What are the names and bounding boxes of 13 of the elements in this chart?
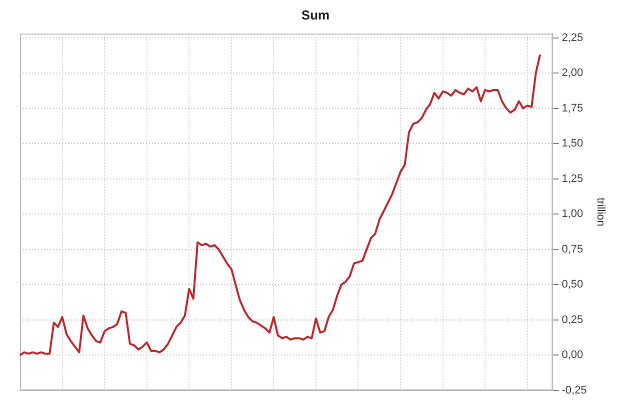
y-tick-label: -0,25: [562, 384, 587, 396]
y-tick-label: 0,75: [562, 243, 584, 256]
chart-title: Sum: [301, 7, 330, 22]
y-tick-label: 0,50: [562, 278, 584, 291]
y-tick-label: 1,00: [562, 208, 584, 220]
y-tick-label: 1,25: [562, 172, 584, 185]
y-tick-label: 0,00: [562, 349, 584, 362]
y-axis-title: trillion: [594, 198, 606, 226]
y-tick-label: 2,00: [562, 67, 584, 80]
y-tick-label: 1,75: [562, 102, 584, 114]
y-tick-label: 0,25: [562, 314, 584, 326]
y-tick-label: 2,25: [562, 32, 584, 44]
y-tick-label: 1,50: [562, 138, 584, 150]
